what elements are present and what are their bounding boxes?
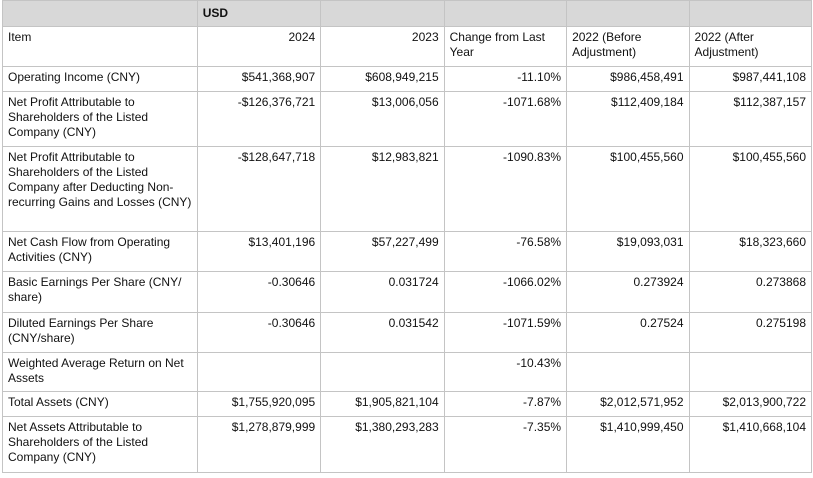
row-2022-before-cell[interactable] — [566, 352, 690, 392]
header-cell-empty[interactable] — [566, 0, 690, 27]
row-2022-after-cell[interactable]: 0.273868 — [688, 271, 813, 313]
row-change-cell[interactable]: -11.10% — [443, 66, 568, 92]
row-item-cell[interactable]: Diluted Earnings Per Share (CNY/share) — [2, 312, 198, 353]
row-2022-before-cell[interactable]: $100,455,560 — [566, 146, 690, 232]
table-row: Diluted Earnings Per Share (CNY/share) -0… — [2, 312, 813, 353]
row-change-cell[interactable]: -7.87% — [443, 391, 568, 417]
row-2022-before-cell[interactable]: $1,410,999,450 — [566, 416, 690, 473]
header-cell-empty[interactable] — [320, 0, 445, 27]
row-item-cell[interactable]: Net Cash Flow from Operating Activities … — [2, 231, 198, 272]
row-2024-cell[interactable]: -0.30646 — [196, 271, 322, 313]
row-change-cell[interactable]: -76.58% — [443, 231, 568, 272]
table-row: Net Profit Attributable to Shareholders … — [2, 146, 813, 232]
row-item-cell[interactable]: Weighted Average Return on Net Assets — [2, 352, 198, 392]
row-item-cell[interactable]: Total Assets (CNY) — [2, 391, 198, 417]
table-row: Net Profit Attributable to Shareholders … — [2, 91, 813, 147]
header-cell-empty[interactable] — [443, 0, 568, 27]
row-2022-before-cell[interactable]: $19,093,031 — [566, 231, 690, 272]
row-change-cell[interactable]: -1071.59% — [443, 312, 568, 353]
currency-unit-cell[interactable]: USD — [196, 0, 322, 27]
header-cell-empty[interactable] — [2, 0, 198, 27]
row-2024-cell[interactable]: -$128,647,718 — [196, 146, 322, 232]
row-2022-after-cell[interactable]: $112,387,157 — [688, 91, 813, 147]
row-2023-cell[interactable]: $608,949,215 — [320, 66, 445, 92]
header-row: Item 2024 2023 Change from Last Year 202… — [2, 26, 813, 67]
row-2023-cell[interactable]: $1,380,293,283 — [320, 416, 445, 473]
row-2023-cell[interactable]: 0.031724 — [320, 271, 445, 313]
table-row: Total Assets (CNY) $1,755,920,095 $1,905,8… — [2, 391, 813, 417]
row-2022-after-cell[interactable]: $18,323,660 — [688, 231, 813, 272]
row-2024-cell[interactable] — [196, 352, 322, 392]
header-2022-before-cell[interactable]: 2022 (Before Adjustment) — [566, 26, 690, 67]
row-change-cell[interactable]: -7.35% — [443, 416, 568, 473]
table-row: Weighted Average Return on Net Assets -10… — [2, 352, 813, 392]
header-2023-cell[interactable]: 2023 — [320, 26, 445, 67]
header-2022-after-cell[interactable]: 2022 (After Adjustment) — [688, 26, 813, 67]
row-item-cell[interactable]: Net Assets Attributable to Shareholders … — [2, 416, 198, 473]
row-2024-cell[interactable]: $13,401,196 — [196, 231, 322, 272]
row-2023-cell[interactable]: 0.031542 — [320, 312, 445, 353]
table-row: Basic Earnings Per Share (CNY/ share) -0.… — [2, 271, 813, 313]
row-2023-cell[interactable]: $57,227,499 — [320, 231, 445, 272]
row-2023-cell[interactable]: $1,905,821,104 — [320, 391, 445, 417]
row-2022-after-cell[interactable]: $100,455,560 — [688, 146, 813, 232]
row-2022-before-cell[interactable]: 0.273924 — [566, 271, 690, 313]
row-item-cell[interactable]: Net Profit Attributable to Shareholders … — [2, 146, 198, 232]
header-cell-empty[interactable] — [688, 0, 813, 27]
header-2024-cell[interactable]: 2024 — [196, 26, 322, 67]
row-2023-cell[interactable]: $12,983,821 — [320, 146, 445, 232]
row-item-cell[interactable]: Operating Income (CNY) — [2, 66, 198, 92]
row-change-cell[interactable]: -10.43% — [443, 352, 568, 392]
row-2024-cell[interactable]: $1,278,879,999 — [196, 416, 322, 473]
row-change-cell[interactable]: -1071.68% — [443, 91, 568, 147]
row-2022-after-cell[interactable]: $987,441,108 — [688, 66, 813, 92]
row-2024-cell[interactable]: -$126,376,721 — [196, 91, 322, 147]
row-2024-cell[interactable]: $541,368,907 — [196, 66, 322, 92]
table-row: Net Assets Attributable to Shareholders … — [2, 416, 813, 473]
row-change-cell[interactable]: -1090.83% — [443, 146, 568, 232]
header-item-cell[interactable]: Item — [2, 26, 198, 67]
currency-row: USD — [2, 0, 813, 27]
row-2022-before-cell[interactable]: $2,012,571,952 — [566, 391, 690, 417]
row-2022-after-cell[interactable]: $1,410,668,104 — [688, 416, 813, 473]
row-2022-after-cell[interactable] — [688, 352, 813, 392]
row-2022-after-cell[interactable]: 0.275198 — [688, 312, 813, 353]
table-row: Net Cash Flow from Operating Activities … — [2, 231, 813, 272]
row-change-cell[interactable]: -1066.02% — [443, 271, 568, 313]
row-item-cell[interactable]: Basic Earnings Per Share (CNY/ share) — [2, 271, 198, 313]
row-item-cell[interactable]: Net Profit Attributable to Shareholders … — [2, 91, 198, 147]
row-2024-cell[interactable]: -0.30646 — [196, 312, 322, 353]
row-2023-cell[interactable]: $13,006,056 — [320, 91, 445, 147]
row-2024-cell[interactable]: $1,755,920,095 — [196, 391, 322, 417]
table-row: Operating Income (CNY) $541,368,907 $608,9… — [2, 66, 813, 92]
row-2023-cell[interactable] — [320, 352, 445, 392]
row-2022-before-cell[interactable]: $986,458,491 — [566, 66, 690, 92]
header-change-cell[interactable]: Change from Last Year — [443, 26, 568, 67]
row-2022-after-cell[interactable]: $2,013,900,722 — [688, 391, 813, 417]
row-2022-before-cell[interactable]: $112,409,184 — [566, 91, 690, 147]
row-2022-before-cell[interactable]: 0.27524 — [566, 312, 690, 353]
